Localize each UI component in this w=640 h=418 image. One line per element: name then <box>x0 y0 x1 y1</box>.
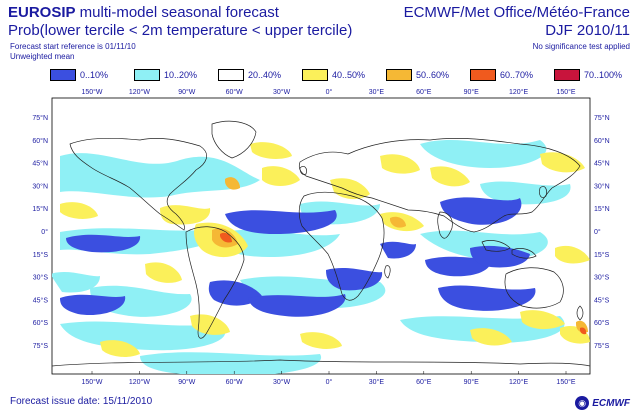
ecmwf-logo: ◉ ECMWF <box>575 396 630 410</box>
legend-item: 20..40% <box>218 68 281 82</box>
lon-label: 120°W <box>129 88 150 96</box>
antarctica-coast <box>52 359 590 367</box>
legend-item: 70..100% <box>554 68 622 82</box>
legend-label: 0..10% <box>80 70 109 80</box>
legend-label: 60..70% <box>500 70 534 80</box>
legend-swatch <box>218 69 244 81</box>
legend-label: 20..40% <box>248 70 282 80</box>
forecast-start-reference: Forecast start reference is 01/11/10 <box>10 42 136 51</box>
legend-label: 70..100% <box>584 70 623 80</box>
new-zealand-coast <box>576 305 584 321</box>
japan-coast <box>539 186 547 198</box>
color-legend: 0..10% 10..20% 20..40% 40..50% 50..60% 60..70… <box>50 68 636 84</box>
lon-label: 30°E <box>369 378 385 386</box>
lat-label: 0° <box>594 228 601 236</box>
lon-label: 30°W <box>273 88 291 96</box>
lat-label: 30°S <box>594 274 610 282</box>
lon-label: 120°E <box>509 378 528 386</box>
lon-label: 150°W <box>81 378 102 386</box>
logo-text: ECMWF <box>592 397 630 409</box>
legend-item: 40..50% <box>302 68 365 82</box>
mean-type: Unweighted mean <box>10 52 75 61</box>
legend-swatch <box>50 69 76 81</box>
lat-label: 30°N <box>32 182 48 190</box>
lat-label: 45°S <box>594 296 610 304</box>
lon-label: 0° <box>326 378 333 386</box>
south-america-coast <box>185 226 245 339</box>
lon-label: 0° <box>326 88 333 96</box>
lon-label: 90°W <box>178 88 196 96</box>
legend-swatch <box>470 69 496 81</box>
madagascar-coast <box>384 265 391 279</box>
lat-label: 15°N <box>594 205 610 213</box>
lon-label: 60°E <box>416 88 432 96</box>
uk-coast <box>299 166 307 175</box>
lat-label: 30°N <box>594 182 610 190</box>
eurasia-coast <box>298 137 581 233</box>
australia-coast <box>504 267 564 309</box>
lat-label: 75°N <box>594 114 610 122</box>
lat-label: 0° <box>41 228 48 236</box>
legend-item: 0..10% <box>50 68 108 82</box>
source-label: ECMWF/Met Office/Météo-France <box>403 4 630 21</box>
india-coast <box>437 211 453 239</box>
lon-label: 120°E <box>509 88 528 96</box>
lat-label: 15°S <box>33 251 49 259</box>
legend-swatch <box>134 69 160 81</box>
legend-swatch <box>386 69 412 81</box>
significance-note: No significance test applied <box>532 42 630 51</box>
lat-label: 45°N <box>594 160 610 168</box>
lon-label: 90°E <box>464 378 480 386</box>
legend-label: 10..20% <box>164 70 198 80</box>
lon-label: 150°E <box>556 378 575 386</box>
forecast-issue-date: Forecast issue date: 15/11/2010 <box>10 396 153 407</box>
lon-label: 60°E <box>416 378 432 386</box>
title-rest: multi-model seasonal forecast <box>75 4 279 21</box>
legend-swatch <box>554 69 580 81</box>
lat-label: 45°S <box>33 296 49 304</box>
lon-label: 60°W <box>226 378 244 386</box>
coastlines <box>52 120 590 367</box>
greenland-coast <box>211 120 257 159</box>
africa-coast <box>298 191 385 301</box>
lon-label: 90°W <box>178 378 196 386</box>
north-america-coast <box>69 137 207 231</box>
lon-label: 60°W <box>226 88 244 96</box>
lon-label: 120°W <box>129 378 150 386</box>
lat-label: 45°N <box>32 160 48 168</box>
legend-label: 40..50% <box>332 70 366 80</box>
lat-label: 15°N <box>32 205 48 213</box>
lat-label: 30°S <box>33 274 49 282</box>
lat-label: 75°S <box>33 342 49 350</box>
lon-label: 30°E <box>369 88 385 96</box>
map-subtitle: Prob(lower tercile < 2m temperature < up… <box>8 22 353 39</box>
lat-label: 60°S <box>594 319 610 327</box>
indonesia-coast <box>481 240 511 252</box>
legend-label: 50..60% <box>416 70 450 80</box>
lon-label: 90°E <box>464 88 480 96</box>
probability-map: 150°W 150°W 120°W 120°W 90°W 90°W 60°W 60°W 30°W… <box>32 88 610 386</box>
lat-label: 75°N <box>32 114 48 122</box>
legend-swatch <box>302 69 328 81</box>
lat-label: 60°N <box>594 137 610 145</box>
lat-label: 60°N <box>32 137 48 145</box>
lat-label: 60°S <box>33 319 49 327</box>
map-title: EUROSIP multi-model seasonal forecast <box>8 4 279 21</box>
lat-label: 15°S <box>594 251 610 259</box>
legend-item: 10..20% <box>134 68 197 82</box>
lon-label: 30°W <box>273 378 291 386</box>
new-guinea-coast <box>511 248 537 259</box>
lat-label: 75°S <box>594 342 610 350</box>
red-probability-regions <box>220 232 587 335</box>
lon-label: 150°W <box>81 88 102 96</box>
season-label: DJF 2010/11 <box>545 22 630 39</box>
legend-item: 50..60% <box>386 68 449 82</box>
lon-label: 150°E <box>556 88 575 96</box>
title-bold: EUROSIP <box>8 4 76 21</box>
ecmwf-logo-icon: ◉ <box>575 396 590 410</box>
legend-item: 60..70% <box>470 68 533 82</box>
